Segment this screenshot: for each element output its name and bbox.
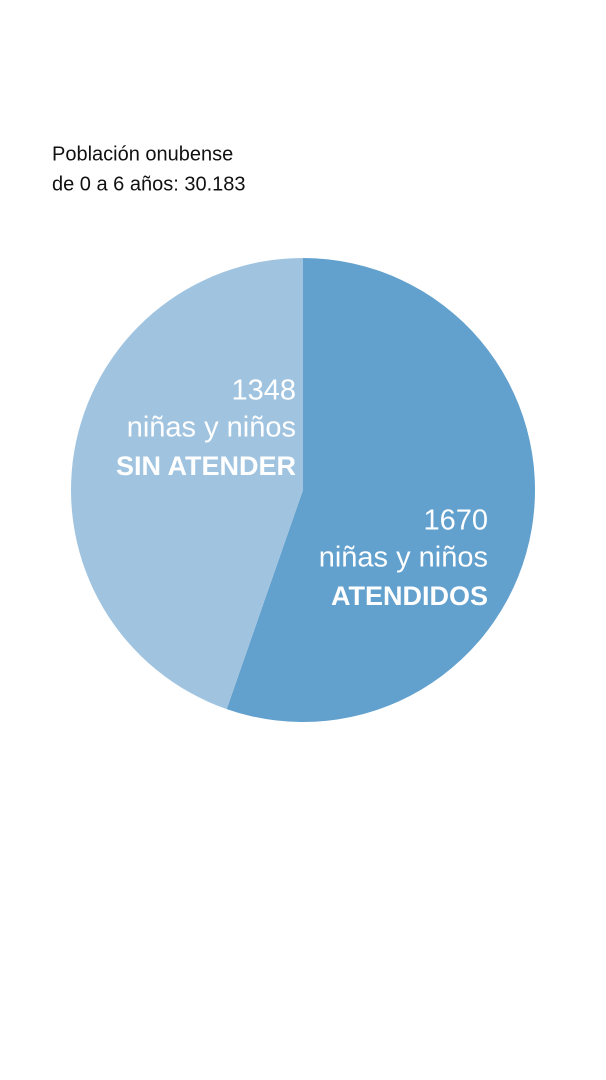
pie-slice [226,258,535,722]
pie-slice [70,258,303,710]
chart-title-line: Población onubense [52,143,233,165]
slice-sublabel: niñas y niños [319,542,488,574]
value-label: 1670 [423,505,488,537]
category-label: SIN ATENDER [116,451,296,481]
category-label: ATENDIDOS [331,581,488,611]
value-label: 1348 [231,375,296,407]
slice-sublabel: niñas y niños [127,412,296,444]
chart-title-line: de 0 a 6 años: 30.183 [52,173,246,195]
